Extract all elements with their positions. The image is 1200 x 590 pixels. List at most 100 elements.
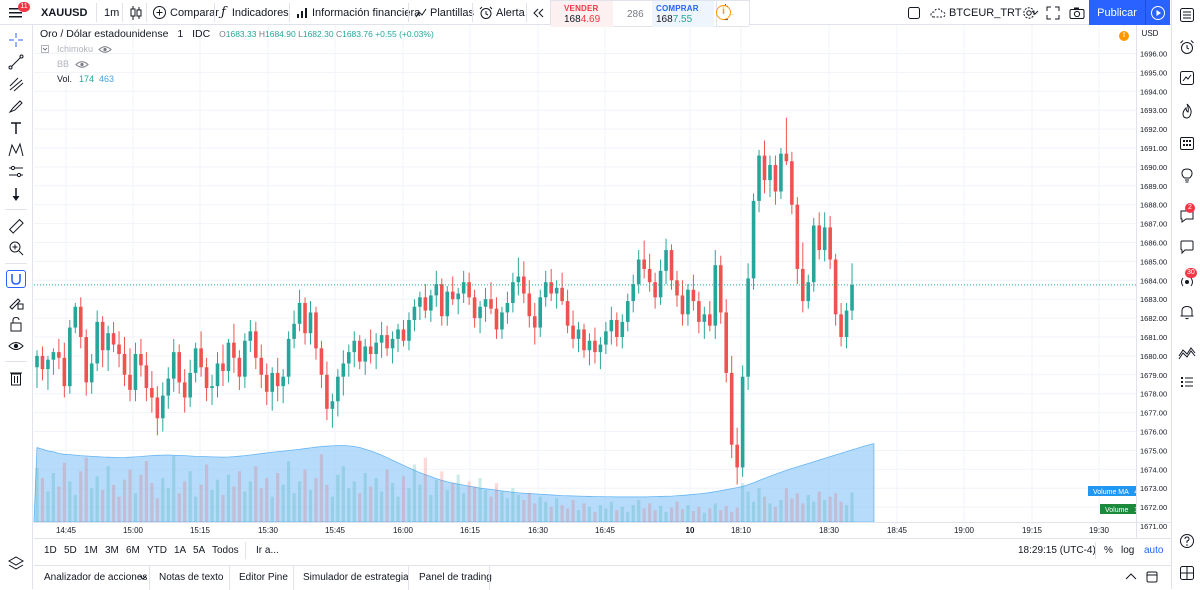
fullscreen-button[interactable]: [1046, 0, 1060, 25]
candle-body: [221, 363, 225, 372]
watchlist-button[interactable]: [1177, 5, 1197, 25]
financials-button[interactable]: Información financiera: [296, 0, 420, 25]
settings-button[interactable]: [1022, 0, 1036, 25]
candle: [729, 355, 734, 458]
range-1d[interactable]: 1D: [44, 545, 57, 556]
text-tool[interactable]: [6, 119, 26, 137]
alert-label: Alerta: [496, 6, 525, 19]
candle-body: [210, 386, 214, 389]
volume-bar: [768, 503, 772, 522]
range-5d[interactable]: 5D: [64, 545, 77, 556]
crosshair-tool[interactable]: [6, 31, 26, 49]
range-3m[interactable]: 3M: [105, 545, 119, 556]
candle-body: [314, 312, 318, 349]
notifications-button[interactable]: [1177, 302, 1197, 322]
pitchfork-tool[interactable]: [6, 75, 26, 93]
sell-button[interactable]: VENDER 1684.69: [551, 1, 613, 27]
auto-scale-toggle[interactable]: auto: [1144, 545, 1164, 556]
percent-scale-toggle[interactable]: %: [1104, 545, 1113, 556]
time-tick-label: 16:30: [528, 526, 549, 535]
trading-panel-button[interactable]: [1177, 342, 1197, 362]
trend-line-tool[interactable]: [6, 53, 26, 71]
tab-strategy-tester[interactable]: Simulador de estrategia: [303, 572, 409, 583]
collapse-icon[interactable]: [41, 45, 49, 53]
brush-tool[interactable]: [6, 97, 26, 115]
play-button[interactable]: [1145, 0, 1170, 25]
indicators-button[interactable]: ƒ Indicadores: [221, 0, 289, 25]
drawings-list-button[interactable]: [1177, 563, 1197, 583]
chats-button[interactable]: [1177, 206, 1197, 226]
volume-bar: [172, 456, 176, 522]
goto-date-button[interactable]: Ir a...: [256, 545, 279, 556]
candle-body: [292, 323, 296, 339]
lock-drawings-tool[interactable]: [6, 293, 26, 311]
range-5y[interactable]: 5A: [193, 545, 206, 556]
magnet-tool[interactable]: [6, 270, 26, 288]
object-tree-tool[interactable]: [6, 554, 26, 572]
remove-drawings-tool[interactable]: [6, 369, 26, 387]
zoom-tool[interactable]: [6, 239, 26, 257]
alerts-button[interactable]: [1177, 37, 1197, 57]
arrow-tool[interactable]: [6, 185, 26, 203]
eye-icon[interactable]: [75, 60, 89, 69]
range-1y[interactable]: 1A: [174, 545, 187, 556]
range-1m[interactable]: 1M: [84, 545, 98, 556]
eye-icon[interactable]: [98, 45, 112, 54]
indicator-ichimoku-label: Ichimoku: [57, 44, 94, 54]
chevron-up-icon[interactable]: [1125, 572, 1137, 582]
log-scale-toggle[interactable]: log: [1121, 545, 1135, 556]
volume-bar: [287, 461, 291, 522]
volume-bar: [697, 506, 701, 522]
range-6m[interactable]: 6M: [126, 545, 140, 556]
streams-button[interactable]: [1177, 272, 1197, 292]
clock-timezone[interactable]: 18:29:15 (UTC-4): [1018, 545, 1096, 556]
range-ytd[interactable]: YTD: [147, 545, 167, 556]
visibility-tool[interactable]: [6, 337, 26, 355]
compare-button[interactable]: Comparar: [152, 0, 219, 25]
chart-style-button[interactable]: [129, 0, 143, 25]
maximize-icon[interactable]: [1146, 571, 1158, 583]
snapshot-button[interactable]: [1069, 0, 1085, 25]
prediction-tool[interactable]: [6, 163, 26, 181]
dom-button[interactable]: [1177, 373, 1197, 393]
hotlist-button[interactable]: [1177, 101, 1197, 121]
data-window-button[interactable]: [1177, 68, 1197, 88]
candle-body: [379, 335, 384, 343]
templates-button[interactable]: Plantillas: [415, 0, 474, 25]
tab-text-notes[interactable]: Notas de texto: [159, 572, 224, 583]
range-all[interactable]: Todos: [212, 545, 239, 556]
candle-body: [270, 372, 275, 392]
chevron-down-icon[interactable]: [138, 573, 148, 583]
interval-button[interactable]: 1m: [104, 6, 120, 19]
candle-body: [166, 378, 171, 396]
symbol-search[interactable]: XAUUSD: [41, 6, 88, 19]
separator: [408, 3, 409, 22]
tab-stock-screener[interactable]: Analizador de acciones: [44, 572, 148, 583]
layout-button[interactable]: [907, 0, 921, 25]
candle: [270, 367, 275, 411]
ideas-button[interactable]: [1177, 165, 1197, 185]
menu-button[interactable]: [8, 0, 24, 25]
trend-waves-icon: [1178, 347, 1196, 360]
info-icon[interactable]: i: [716, 5, 731, 20]
tab-pine-editor[interactable]: Editor Pine: [239, 572, 288, 583]
ruler-tool[interactable]: [6, 217, 26, 235]
replay-button[interactable]: [532, 0, 544, 25]
messages-button[interactable]: [1177, 237, 1197, 257]
price-tick-label: 1682.00: [1140, 314, 1167, 323]
calendar-button[interactable]: [1177, 133, 1197, 153]
lock-tool[interactable]: [6, 315, 26, 333]
volume-bar: [188, 471, 192, 522]
price-axis: USD 1696.00 1695.00 1694.00 1693.00 1692.00 16…: [1136, 25, 1171, 538]
publish-button[interactable]: Publicar: [1089, 0, 1145, 25]
tab-trading-panel[interactable]: Panel de trading: [419, 572, 492, 583]
indicator-bb-row[interactable]: BB: [57, 59, 89, 69]
candle: [565, 289, 570, 334]
help-button[interactable]: [1177, 531, 1197, 551]
pattern-tool[interactable]: [6, 141, 26, 159]
buy-button[interactable]: COMPRAR 1687.55: [652, 1, 714, 27]
warning-icon[interactable]: !: [1119, 31, 1129, 41]
indicator-ichimoku-row[interactable]: Ichimoku: [41, 44, 112, 54]
alert-button[interactable]: Alerta: [479, 0, 525, 25]
